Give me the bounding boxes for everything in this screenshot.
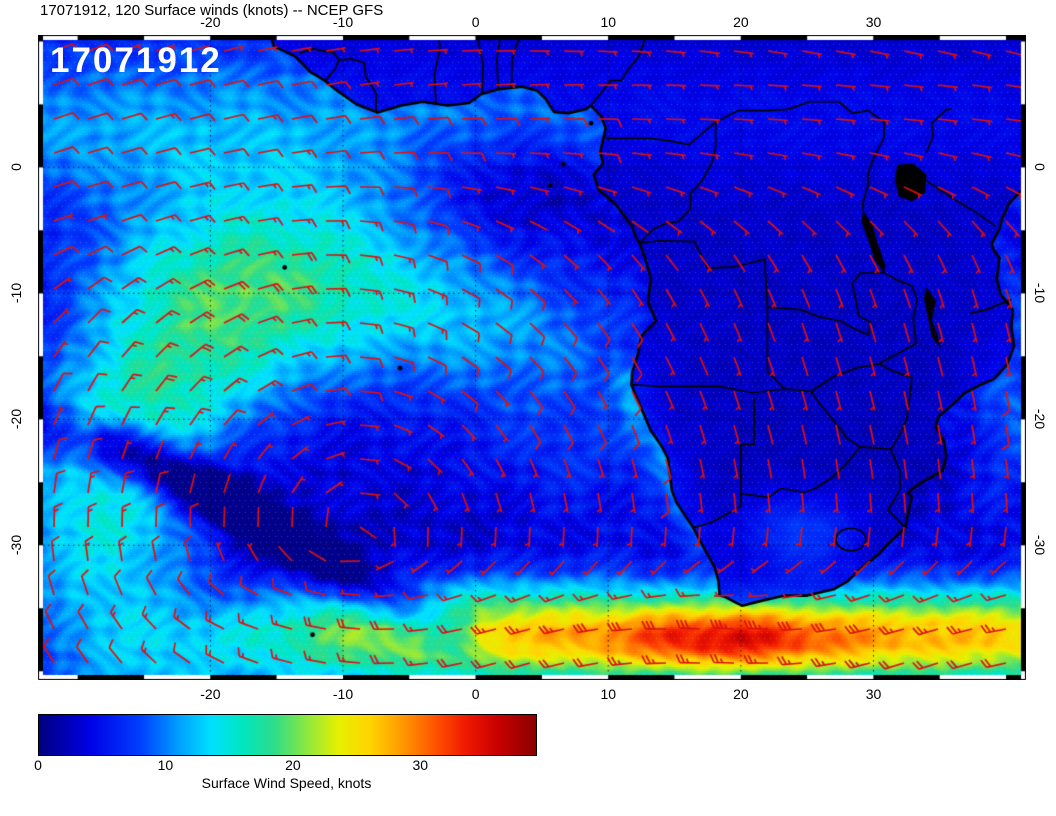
run-timestamp-label: 17071912 [50, 41, 222, 80]
y-axis-right-ticks: 0 -10 -20 -30 [1026, 35, 1056, 680]
colorbar-tick-label: 10 [157, 757, 174, 773]
x-tick-label: 10 [600, 14, 617, 30]
colorbar-tick-label: 0 [34, 757, 42, 773]
x-tick-label: 30 [865, 686, 882, 702]
x-tick-label: 30 [865, 14, 882, 30]
x-tick-label: 0 [471, 686, 480, 702]
x-tick-label: -10 [332, 686, 354, 702]
colorbar-ticks: 0 10 20 30 [34, 757, 535, 773]
y-tick-label: -30 [8, 535, 24, 556]
y-tick-label: -20 [8, 409, 24, 430]
x-axis-bottom-ticks: -20 -10 0 10 20 30 [38, 686, 1026, 702]
colorbar [38, 714, 537, 756]
x-tick-label: 10 [600, 686, 617, 702]
wind-field-canvas [38, 35, 1026, 680]
x-tick-label: -10 [332, 14, 354, 30]
x-tick-label: 20 [733, 686, 749, 702]
x-tick-label: 20 [733, 14, 749, 30]
map-area: 17071912 [38, 35, 1026, 680]
y-tick-label: -30 [1032, 535, 1048, 556]
x-axis-top-ticks: -20 -10 0 10 20 30 [38, 14, 1026, 30]
colorbar-tick-label: 20 [285, 757, 301, 773]
colorbar-tick-label: 30 [412, 757, 429, 773]
x-tick-label: -20 [200, 14, 221, 30]
y-tick-label: 0 [8, 163, 24, 172]
colorbar-gradient [39, 715, 536, 755]
x-tick-label: -20 [200, 686, 221, 702]
x-tick-label: 0 [471, 14, 480, 30]
y-tick-label: -10 [1032, 283, 1048, 304]
y-tick-label: 0 [1032, 163, 1048, 172]
y-axis-left-ticks: 0 -10 -20 -30 [0, 35, 34, 680]
colorbar-title: Surface Wind Speed, knots [201, 775, 372, 791]
plot-title: 17071912, 120 Surface winds (knots) -- N… [40, 2, 384, 19]
y-tick-label: -20 [1032, 409, 1048, 430]
y-tick-label: -10 [8, 283, 24, 304]
